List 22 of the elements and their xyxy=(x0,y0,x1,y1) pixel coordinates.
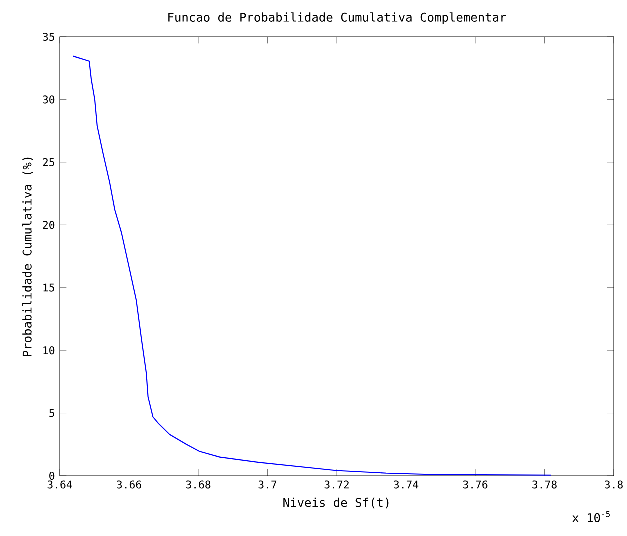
line-series xyxy=(72,56,552,476)
y-tick-label: 35 xyxy=(43,32,54,42)
x-tick-label: 3.64 xyxy=(48,480,72,489)
x-tick-label: 3.72 xyxy=(324,480,349,489)
x-tick-label: 3.74 xyxy=(394,480,419,489)
y-tick-label: 15 xyxy=(44,284,54,292)
y-tick-label: 0 xyxy=(50,472,55,480)
y-tick-label: 20 xyxy=(43,221,55,230)
y-axis-title: Probabilidade Cumulativa (%) xyxy=(22,158,34,356)
y-tick-label: 30 xyxy=(43,96,55,104)
y-tick-label: 5 xyxy=(50,409,54,418)
x-tick-label: 3.8 xyxy=(605,480,623,489)
x-tick-label: 3.78 xyxy=(532,480,557,489)
x-tick-label: 3.76 xyxy=(463,480,488,489)
x-axis-title: Niveis de Sf(t) xyxy=(284,498,389,509)
text: x 10$^{-5}$ xyxy=(572,511,610,522)
y-tick-label: 25 xyxy=(43,158,54,166)
x-tick-label: 3.7 xyxy=(258,480,277,489)
x-tick-label: 3.68 xyxy=(186,480,211,489)
x-tick-label: 3.66 xyxy=(117,480,142,489)
chart-title: Funcao de Probabilidade Cumulativa Complementar xyxy=(168,12,506,24)
y-tick-label: 10 xyxy=(44,346,55,355)
